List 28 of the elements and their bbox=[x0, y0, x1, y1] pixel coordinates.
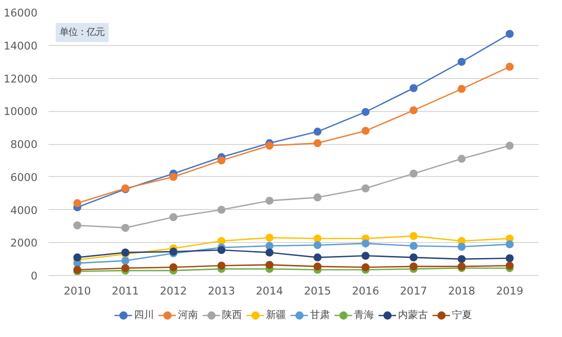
y-tick-label: 12000 bbox=[4, 72, 38, 86]
legend-label: 四川 bbox=[134, 308, 154, 322]
y-tick-label: 4000 bbox=[10, 204, 38, 217]
y-tick-label: 2000 bbox=[10, 236, 38, 250]
x-tick-label: 2016 bbox=[352, 284, 380, 298]
x-tick-label: 2017 bbox=[400, 284, 428, 298]
x-tick-label: 2015 bbox=[304, 284, 332, 298]
x-tick-label: 2010 bbox=[64, 284, 92, 298]
legend-label: 新疆 bbox=[266, 308, 286, 322]
legend-label: 青海 bbox=[354, 308, 374, 322]
x-tick-label: 2019 bbox=[496, 284, 524, 298]
x-tick-label: 2011 bbox=[112, 284, 139, 298]
x-tick-label: 2018 bbox=[448, 284, 476, 298]
y-tick-label: 16000 bbox=[4, 6, 38, 20]
y-tick-label: 8000 bbox=[10, 138, 38, 151]
legend-label: 陕西 bbox=[222, 308, 242, 322]
x-tick-label: 2014 bbox=[256, 284, 284, 298]
legend-label: 内蒙古 bbox=[398, 308, 428, 322]
x-tick-label: 2012 bbox=[160, 284, 187, 298]
y-tick-label: 0 bbox=[30, 270, 38, 282]
y-tick-label: 6000 bbox=[10, 170, 38, 184]
legend-label: 甘肃 bbox=[310, 308, 330, 322]
y-tick-label: 14000 bbox=[4, 39, 38, 52]
x-tick-label: 2013 bbox=[208, 284, 236, 298]
legend-label: 河南 bbox=[178, 308, 198, 322]
legend-label: 宁夏 bbox=[452, 308, 472, 322]
annotation: 单位：亿元 bbox=[60, 27, 105, 38]
y-tick-label: 10000 bbox=[4, 105, 38, 118]
